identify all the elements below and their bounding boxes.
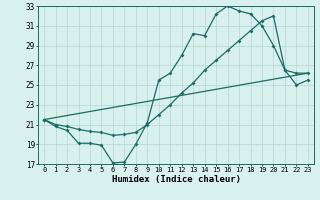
X-axis label: Humidex (Indice chaleur): Humidex (Indice chaleur)	[111, 175, 241, 184]
